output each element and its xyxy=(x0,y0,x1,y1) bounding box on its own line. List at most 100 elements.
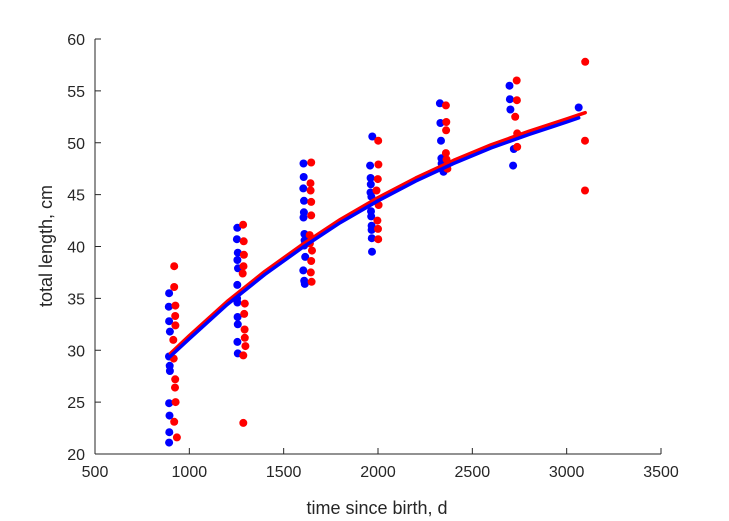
data-point xyxy=(373,216,382,225)
data-point xyxy=(171,301,180,310)
data-point xyxy=(232,235,241,244)
data-point xyxy=(306,186,315,195)
data-point xyxy=(505,95,514,104)
data-point xyxy=(374,136,383,145)
x-tick-label: 500 xyxy=(82,464,109,481)
data-point xyxy=(233,298,242,307)
y-tick-label: 30 xyxy=(67,343,85,360)
data-point xyxy=(299,173,308,181)
data-point xyxy=(574,103,583,112)
data-point xyxy=(368,247,376,256)
data-point xyxy=(165,317,174,326)
data-point xyxy=(307,158,316,167)
data-point xyxy=(171,375,180,384)
data-point xyxy=(435,99,444,108)
x-tick-label: 2500 xyxy=(455,464,491,481)
data-point xyxy=(171,398,180,407)
red-fit-curve xyxy=(168,110,587,356)
data-point xyxy=(240,309,249,318)
data-point xyxy=(299,159,308,168)
plot-area xyxy=(164,57,590,447)
data-point xyxy=(441,101,450,110)
data-point xyxy=(240,325,249,334)
data-point xyxy=(165,367,174,375)
data-point xyxy=(511,112,520,121)
data-point xyxy=(233,313,242,321)
data-point xyxy=(164,302,173,311)
data-point xyxy=(165,411,174,420)
data-point xyxy=(171,383,179,392)
y-tick-label: 55 xyxy=(67,84,85,101)
data-point xyxy=(436,119,445,127)
data-point xyxy=(581,136,589,145)
data-point xyxy=(300,196,308,205)
y-tick-label: 50 xyxy=(67,136,85,153)
x-tick-label: 3500 xyxy=(643,464,679,481)
blue-data-series xyxy=(164,81,583,447)
data-point xyxy=(240,299,249,308)
data-point xyxy=(239,418,248,427)
data-point xyxy=(171,321,180,330)
data-point xyxy=(442,126,451,135)
data-point xyxy=(165,327,174,336)
data-point xyxy=(233,320,242,329)
data-point xyxy=(240,333,249,342)
data-point xyxy=(233,248,242,257)
data-point xyxy=(306,179,315,188)
data-point xyxy=(170,262,179,271)
data-point xyxy=(367,212,376,221)
data-point xyxy=(299,213,308,222)
data-point xyxy=(581,186,589,195)
y-tick-label: 20 xyxy=(67,447,85,464)
data-point xyxy=(509,161,518,170)
red-data-series xyxy=(169,57,590,442)
data-point xyxy=(307,277,316,286)
data-point xyxy=(299,266,308,275)
data-point xyxy=(367,234,376,243)
data-point xyxy=(238,269,247,278)
data-point xyxy=(241,342,250,351)
data-point xyxy=(299,184,308,193)
data-point xyxy=(170,417,179,426)
data-point xyxy=(233,337,242,346)
data-point xyxy=(301,252,310,261)
data-point xyxy=(307,197,316,206)
data-point xyxy=(373,175,382,184)
data-point xyxy=(165,438,174,447)
data-point xyxy=(513,142,522,151)
x-tick-label: 1500 xyxy=(266,464,302,481)
data-point xyxy=(307,257,316,265)
data-point xyxy=(372,186,381,195)
data-point xyxy=(170,283,179,291)
data-point xyxy=(239,351,248,360)
data-point xyxy=(374,224,382,233)
data-point xyxy=(300,279,309,288)
y-tick-label: 40 xyxy=(67,240,85,257)
data-point xyxy=(512,96,521,105)
data-point xyxy=(233,256,242,264)
data-point xyxy=(307,211,316,220)
y-tick-label: 60 xyxy=(67,32,85,49)
data-point xyxy=(581,57,590,66)
x-tick-label: 1000 xyxy=(172,464,208,481)
data-point xyxy=(239,237,248,246)
data-point xyxy=(165,428,174,437)
data-point xyxy=(437,136,445,145)
data-point xyxy=(239,262,248,271)
x-tick-label: 2000 xyxy=(360,464,396,481)
data-point xyxy=(308,246,316,255)
blue-fit-curve xyxy=(167,116,581,360)
data-point xyxy=(366,161,375,170)
data-point xyxy=(442,118,451,126)
data-point xyxy=(165,399,174,408)
data-point xyxy=(374,235,383,244)
data-point xyxy=(239,220,248,229)
data-point xyxy=(239,250,248,259)
axes: 500 1000 1500 2000 2500 3000 3500 20 25 30 35 40 45 5… xyxy=(67,32,679,481)
data-point xyxy=(506,105,515,114)
data-point xyxy=(172,433,181,442)
y-axis-label: total length, cm xyxy=(36,185,56,307)
data-point xyxy=(505,81,514,90)
